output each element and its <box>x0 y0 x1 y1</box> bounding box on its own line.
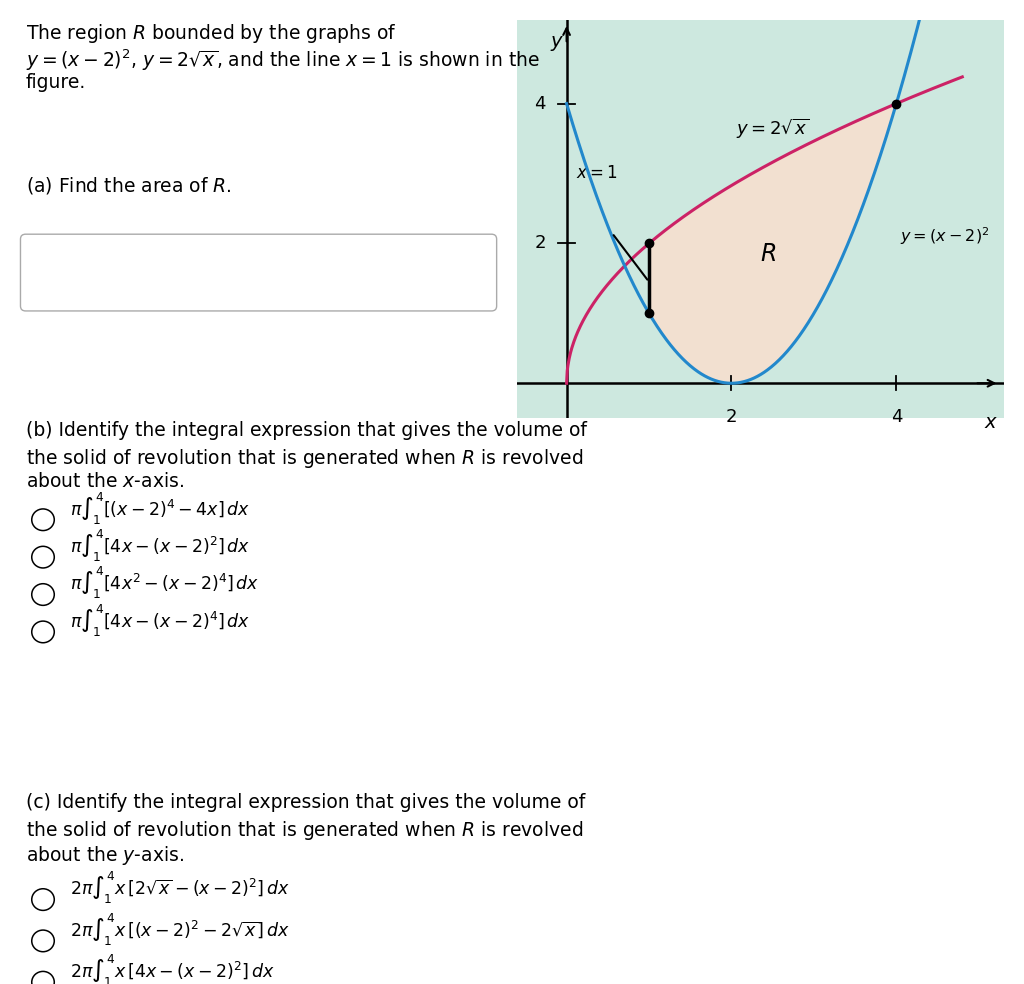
Text: $\pi \int_1^4 [4x^2 - (x-2)^4]\, dx$: $\pi \int_1^4 [4x^2 - (x-2)^4]\, dx$ <box>70 566 259 601</box>
Polygon shape <box>649 103 896 383</box>
Text: about the $x$-axis.: about the $x$-axis. <box>26 472 183 491</box>
Text: $2\pi \int_1^4 x\, [(x-2)^2 - 2\sqrt{x}]\, dx$: $2\pi \int_1^4 x\, [(x-2)^2 - 2\sqrt{x}]… <box>70 912 290 948</box>
Text: the solid of revolution that is generated when $R$ is revolved: the solid of revolution that is generate… <box>26 447 583 469</box>
FancyBboxPatch shape <box>20 234 497 311</box>
Text: $x = 1$: $x = 1$ <box>577 164 618 182</box>
Text: $x$: $x$ <box>984 412 998 432</box>
Text: $y = (x - 2)^2$: $y = (x - 2)^2$ <box>900 225 990 247</box>
Text: $\pi \int_1^4 [4x - (x-2)^4]\, dx$: $\pi \int_1^4 [4x - (x-2)^4]\, dx$ <box>70 603 250 639</box>
Text: (a) Find the area of $R$.: (a) Find the area of $R$. <box>26 175 231 196</box>
Text: 4: 4 <box>535 94 546 112</box>
Text: $2\pi \int_1^4 x\, [4x - (x-2)^2]\, dx$: $2\pi \int_1^4 x\, [4x - (x-2)^2]\, dx$ <box>70 953 274 984</box>
Text: (c) Identify the integral expression that gives the volume of: (c) Identify the integral expression tha… <box>26 793 585 813</box>
Text: 2: 2 <box>726 407 737 426</box>
Text: 2: 2 <box>535 234 546 253</box>
Text: $y = (x - 2)^2$, $y = 2\sqrt{x}$, and the line $x = 1$ is shown in the: $y = (x - 2)^2$, $y = 2\sqrt{x}$, and th… <box>26 47 540 73</box>
Text: $y$: $y$ <box>550 33 564 53</box>
Text: $2\pi \int_1^4 x\, [2\sqrt{x} - (x-2)^2]\, dx$: $2\pi \int_1^4 x\, [2\sqrt{x} - (x-2)^2]… <box>70 871 290 906</box>
Text: the solid of revolution that is generated when $R$ is revolved: the solid of revolution that is generate… <box>26 819 583 842</box>
Text: 4: 4 <box>891 407 902 426</box>
Text: The region $R$ bounded by the graphs of: The region $R$ bounded by the graphs of <box>26 22 396 44</box>
Text: $\pi \int_1^4 [4x - (x-2)^2]\, dx$: $\pi \int_1^4 [4x - (x-2)^2]\, dx$ <box>70 528 250 564</box>
Text: figure.: figure. <box>26 73 86 92</box>
Text: $R$: $R$ <box>761 242 776 266</box>
Text: $y = 2\sqrt{x}$: $y = 2\sqrt{x}$ <box>735 117 809 141</box>
Text: (b) Identify the integral expression that gives the volume of: (b) Identify the integral expression tha… <box>26 421 587 440</box>
Text: about the $y$-axis.: about the $y$-axis. <box>26 844 183 868</box>
Text: $\pi \int_1^4 [(x-2)^4 - 4x]\, dx$: $\pi \int_1^4 [(x-2)^4 - 4x]\, dx$ <box>70 491 250 526</box>
